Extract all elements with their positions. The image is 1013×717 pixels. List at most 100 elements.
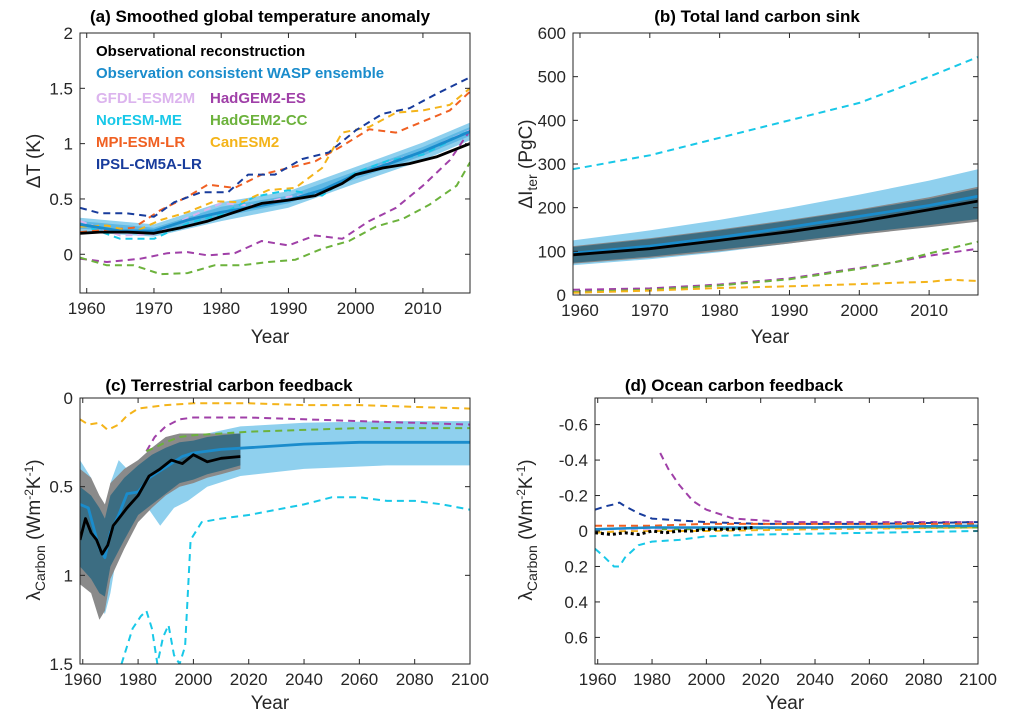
series-line-ipsl-cm5a-lr: [80, 76, 470, 218]
y-tick-label: 2: [64, 24, 73, 43]
legend-entry-observation-consistent-wasp-ensemble: Observation consistent WASP ensemble: [96, 65, 384, 82]
y-tick-label: 1: [64, 135, 73, 154]
panel-a-title: (a) Smoothed global temperature anomaly: [90, 7, 431, 26]
panel-b-xlabel: Year: [751, 327, 790, 348]
x-tick-label: 2100: [959, 670, 997, 689]
y-tick-label: 0.4: [564, 593, 588, 612]
x-tick-label: 1980: [701, 301, 739, 320]
y-tick-label: 0: [64, 389, 73, 408]
panel-b-ylabel: ΔIter (PgC): [516, 119, 540, 208]
x-tick-label: 2000: [337, 299, 375, 318]
series-line-noresm-me: [573, 56, 978, 171]
y-tick-label: 0.5: [49, 190, 73, 209]
x-tick-label: 2000: [174, 670, 212, 689]
y-tick-label: 100: [538, 242, 566, 261]
legend-entry-ipsl-cm5a-lr: IPSL-CM5A-LR: [96, 156, 202, 173]
series-line-hadgem2-cc: [80, 161, 470, 276]
x-tick-label: 2080: [905, 670, 943, 689]
panel-d-ylabel: λCarbon (Wm-2K-1): [514, 459, 540, 600]
plot-area: [595, 398, 978, 664]
legend-entry-mpi-esm-lr: MPI-ESM-LR: [96, 134, 185, 151]
panel-c-ylabel: λCarbon (Wm-2K-1): [22, 459, 48, 600]
series-line-mpi-esm-lr: [80, 90, 470, 234]
x-tick-label: 2020: [230, 670, 268, 689]
series-line-hadgem2-cc: [573, 240, 978, 293]
panel-b-title: (b) Total land carbon sink: [654, 7, 860, 26]
x-tick-label: 2010: [910, 301, 948, 320]
panel-c-title: (c) Terrestrial carbon feedback: [105, 376, 353, 395]
legend-entry-gfdl-esm2m: GFDL-ESM2M: [96, 90, 195, 107]
legend-entry-canesm2: CanESM2: [210, 134, 279, 151]
series-line-canesm2: [80, 402, 470, 431]
y-tick-label: 0.5: [49, 478, 73, 497]
series-line-observational-reconstruction: [80, 142, 470, 235]
x-tick-label: 1970: [135, 299, 173, 318]
y-tick-label: 1.5: [49, 79, 73, 98]
x-tick-label: 1970: [631, 301, 669, 320]
x-tick-label: 1990: [270, 299, 308, 318]
y-tick-label: -0.4: [559, 451, 588, 470]
panel-d: (d) Ocean carbon feedback Year λCarbon (…: [514, 376, 997, 714]
y-tick-label: 1.5: [49, 655, 73, 674]
y-tick-label: 600: [538, 24, 566, 43]
y-tick-label: 0: [579, 522, 588, 541]
y-tick-label: 0.6: [564, 628, 588, 647]
panel-a-ylabel: ΔT (K): [24, 134, 45, 189]
series-line-hadgem2-es: [80, 129, 470, 263]
series-line-hadgem2-cc: [146, 427, 470, 453]
y-tick-label: 300: [538, 155, 566, 174]
series-line-observational-reconstruction: [595, 526, 753, 536]
axes-box: [79, 397, 471, 665]
x-tick-label: 2040: [796, 670, 834, 689]
x-tick-label: 2020: [742, 670, 780, 689]
x-tick-label: 1990: [771, 301, 809, 320]
legend: Observational reconstruction Observation …: [96, 43, 384, 173]
series-line-ipsl-cm5a-lr: [595, 501, 978, 525]
panel-b: (b) Total land carbon sink Year ΔIter (P…: [516, 7, 979, 348]
y-tick-label: 1: [64, 566, 73, 585]
series-line-observational-reconstruction: [573, 199, 978, 257]
legend-entry-hadgem2-cc: HadGEM2-CC: [210, 112, 308, 129]
x-tick-label: 1980: [202, 299, 240, 318]
x-tick-label: 1980: [633, 670, 671, 689]
y-tick-label: 200: [538, 199, 566, 218]
x-tick-label: 2000: [840, 301, 878, 320]
series-line-observation-consistent-wasp-ensemble: [80, 440, 470, 559]
y-tick-label: 0.2: [564, 557, 588, 576]
legend-entry-observational-reconstruction: Observational reconstruction: [96, 43, 305, 60]
series-line-observation-consistent-wasp-ensemble: [573, 194, 978, 255]
series-line-hadgem2-es: [145, 416, 470, 452]
uncertainty-band-overlap-band: [80, 433, 241, 597]
panel-d-title: (d) Ocean carbon feedback: [625, 376, 844, 395]
x-tick-label: 2060: [850, 670, 888, 689]
x-tick-label: 2100: [451, 670, 489, 689]
y-tick-label: 500: [538, 68, 566, 87]
panel-c: (c) Terrestrial carbon feedback Year λCa…: [22, 376, 489, 714]
axes-box: [79, 32, 471, 294]
x-tick-label: 2000: [687, 670, 725, 689]
x-tick-label: 1960: [579, 670, 617, 689]
panel-c-xlabel: Year: [251, 693, 290, 714]
y-tick-label: -0.2: [559, 487, 588, 506]
legend-entry-noresm-me: NorESM-ME: [96, 112, 182, 129]
x-tick-label: 2040: [285, 670, 323, 689]
x-tick-label: 1980: [119, 670, 157, 689]
uncertainty-band-obs-band: [80, 433, 241, 620]
series-line-observation-consistent-wasp-ensemble: [595, 524, 978, 531]
panel-a-xlabel: Year: [251, 327, 290, 348]
legend-entry-hadgem2-es: HadGEM2-ES: [210, 90, 306, 107]
x-tick-label: 1960: [561, 301, 599, 320]
y-tick-label: -0.6: [559, 416, 588, 435]
x-tick-label: 2080: [396, 670, 434, 689]
y-tick-label: 0: [557, 286, 566, 305]
series-line-noresm-me: [120, 496, 470, 664]
series-line-hadgem2-es: [659, 452, 978, 524]
series-line-canesm2: [573, 278, 978, 294]
y-tick-label: 0: [64, 245, 73, 264]
y-tick-label: 400: [538, 111, 566, 130]
x-tick-label: 1960: [64, 670, 102, 689]
panel-a: (a) Smoothed global temperature anomaly …: [24, 7, 471, 348]
series-line-noresm-me: [80, 129, 470, 240]
series-line-observational-reconstruction: [80, 453, 241, 556]
x-tick-label: 1960: [68, 299, 106, 318]
